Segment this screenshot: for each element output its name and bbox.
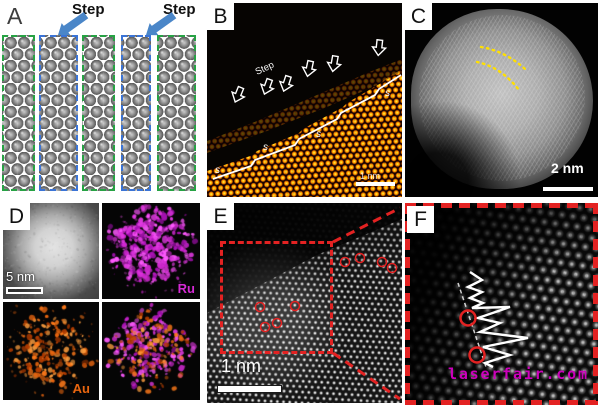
b-surface-trace-line	[212, 74, 402, 180]
watermark: laserfair.com	[448, 365, 589, 383]
f-intensity-haze	[405, 203, 598, 405]
c-yellow-marker-lines	[475, 45, 527, 92]
f-dashed-border-right	[593, 203, 598, 405]
step-label-1: Step	[72, 1, 105, 18]
d-au-speckles	[3, 302, 99, 400]
b-scale-bar-text: 1 nm	[360, 171, 380, 181]
svg-text:s: s	[385, 88, 390, 99]
b-scale-bar	[356, 182, 395, 186]
e-scale-bar	[217, 385, 282, 393]
f-dashed-border-bottom	[405, 400, 598, 405]
terrace-strip-green	[82, 35, 115, 191]
c-scale-bar-text: 2 nm	[551, 160, 584, 176]
d-ru-map: Ru	[102, 203, 200, 299]
c-shade	[405, 3, 598, 197]
b-annotations: Step s s s s 1 nm	[212, 38, 402, 186]
panel-e-lattice-roi: 1 nm E	[207, 203, 402, 403]
b-terrace-s-labels: s s s s	[215, 88, 390, 176]
au-label: Au	[72, 381, 90, 396]
terrace-strip-green	[157, 35, 196, 191]
f-atom-circle-markers	[459, 309, 486, 364]
d-overlay-speckles	[102, 302, 200, 400]
f-annotations	[457, 271, 529, 369]
svg-text:s: s	[263, 142, 268, 153]
step-arrow-icon	[58, 12, 89, 36]
f-dashed-border-top	[405, 203, 598, 208]
svg-text:s: s	[316, 129, 321, 140]
step-strip-blue	[39, 35, 78, 191]
d-overlay-map	[102, 302, 200, 400]
svg-text:s: s	[215, 165, 220, 176]
step-strip-blue	[121, 35, 151, 191]
b-step-arrow-icons	[228, 38, 388, 106]
step-arrow-icon	[146, 12, 177, 36]
panel-c-nanoparticle-tem: 2 nm C	[405, 3, 598, 197]
block-arrow-shape	[146, 12, 177, 36]
panel-b-stem-steps: Step s s s s 1 nm B	[207, 3, 402, 197]
f-intensity-profile-line	[464, 271, 529, 369]
panel-e-label: E	[207, 203, 234, 230]
e-annotations	[254, 206, 401, 401]
terrace-strip-green	[2, 35, 35, 191]
e-atom-circle-markers	[254, 252, 398, 333]
block-arrow-shape	[58, 12, 89, 36]
b-step-text: Step	[254, 59, 276, 77]
e-intensity-haze	[207, 203, 402, 403]
d-scale-bar-text: 5 nm	[6, 269, 35, 284]
c-annotations: 2 nm	[475, 45, 593, 191]
d-scale-bar	[6, 287, 43, 294]
panel-a-label: A	[7, 3, 23, 29]
d-ru-speckles	[102, 203, 200, 299]
e-scale-bar-text: 1 nm	[221, 356, 262, 376]
f-dashed-border-left	[405, 203, 410, 405]
panel-a-atomic-model: A Step Step	[0, 0, 205, 200]
ru-label: Ru	[177, 281, 195, 296]
panel-f-roi-zoom: F	[405, 203, 598, 405]
panel-d-eds-maps: 5 nm Ru Au D	[3, 203, 200, 402]
panel-f-label: F	[407, 206, 434, 233]
panel-c-label: C	[405, 3, 432, 30]
panel-d-label: D	[3, 203, 30, 230]
panel-b-label: B	[207, 3, 234, 30]
e-roi-connector-lines	[332, 206, 401, 401]
d-haadf-image: 5 nm	[3, 203, 99, 299]
e-roi-box	[220, 241, 333, 354]
d-au-map: Au	[3, 302, 99, 400]
c-scale-bar	[543, 187, 593, 191]
